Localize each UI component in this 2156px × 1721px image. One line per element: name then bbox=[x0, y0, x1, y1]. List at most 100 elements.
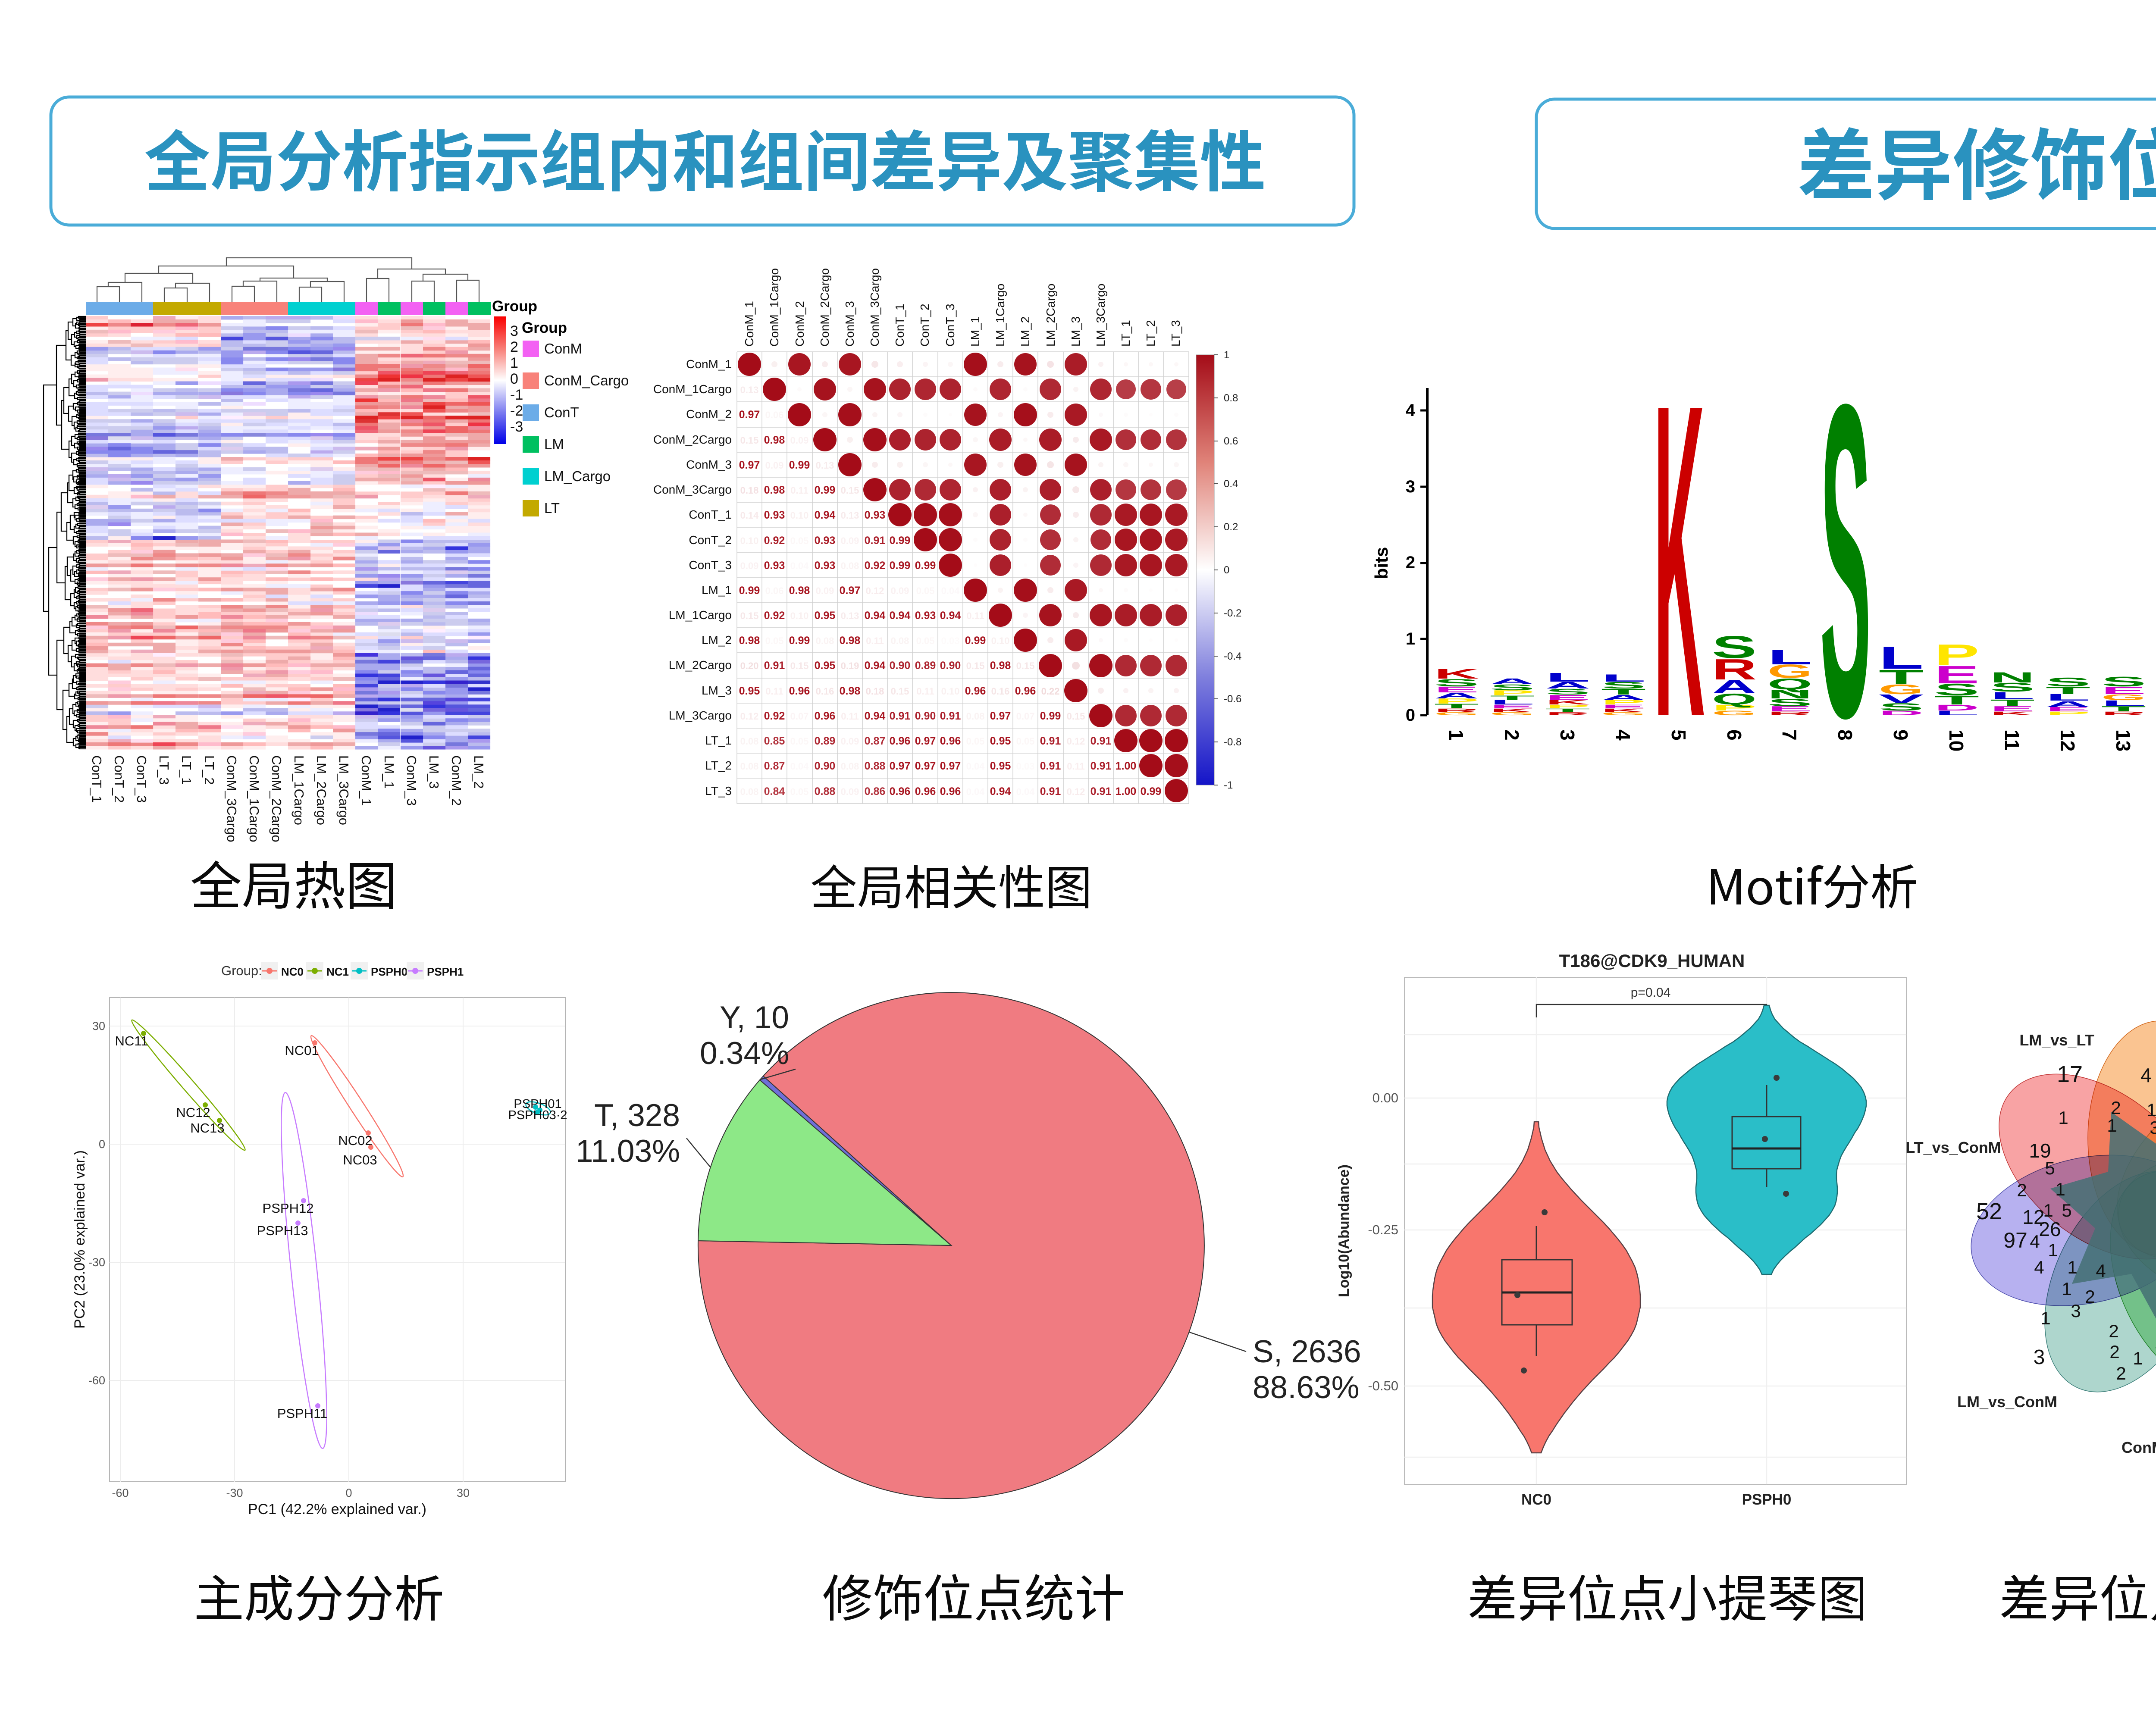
svg-text:0.91: 0.91 bbox=[1040, 760, 1061, 772]
svg-text:LT_3: LT_3 bbox=[157, 755, 172, 785]
svg-text:-0.2: -0.2 bbox=[1224, 607, 1241, 619]
svg-text:LM_1: LM_1 bbox=[702, 583, 732, 597]
svg-text:0.98: 0.98 bbox=[990, 660, 1011, 672]
svg-text:0.91: 0.91 bbox=[890, 710, 911, 722]
svg-text:P: P bbox=[1545, 704, 1590, 710]
svg-text:0.09: 0.09 bbox=[765, 460, 784, 471]
svg-text:2: 2 bbox=[510, 339, 518, 355]
svg-text:G: G bbox=[2101, 693, 2146, 702]
svg-text:K: K bbox=[1601, 707, 1648, 713]
svg-text:0.91: 0.91 bbox=[940, 710, 961, 722]
svg-text:0.92: 0.92 bbox=[764, 710, 785, 722]
svg-text:0.99: 0.99 bbox=[739, 585, 760, 597]
svg-text:0.15: 0.15 bbox=[740, 610, 759, 621]
svg-text:P: P bbox=[1934, 638, 1979, 671]
svg-text:0.14: 0.14 bbox=[740, 510, 759, 521]
svg-text:0.89: 0.89 bbox=[815, 735, 836, 747]
svg-text:0.04: 0.04 bbox=[966, 761, 985, 772]
svg-text:-0.50: -0.50 bbox=[1368, 1378, 1398, 1393]
svg-text:ConM_3Cargo: ConM_3Cargo bbox=[653, 483, 732, 496]
svg-text:0.96: 0.96 bbox=[940, 785, 961, 798]
svg-text:0.11: 0.11 bbox=[841, 711, 859, 722]
svg-text:0.91: 0.91 bbox=[1040, 735, 1061, 747]
svg-text:0: 0 bbox=[99, 1138, 105, 1151]
svg-text:0.97: 0.97 bbox=[940, 760, 961, 772]
svg-text:8: 8 bbox=[1834, 729, 1856, 741]
svg-text:0.96: 0.96 bbox=[940, 735, 961, 747]
svg-text:ConM_Cargo: ConM_Cargo bbox=[544, 372, 629, 388]
svg-text:0.90: 0.90 bbox=[815, 760, 836, 772]
svg-text:LM_1Cargo: LM_1Cargo bbox=[291, 755, 307, 825]
svg-text:A: A bbox=[1434, 692, 1480, 701]
svg-text:0.08: 0.08 bbox=[966, 711, 985, 722]
svg-text:0.08: 0.08 bbox=[816, 635, 834, 646]
svg-text:0.98: 0.98 bbox=[789, 585, 810, 597]
svg-text:S: S bbox=[2046, 676, 2090, 689]
svg-text:0.98: 0.98 bbox=[840, 635, 861, 647]
svg-text:0.92: 0.92 bbox=[764, 535, 785, 547]
svg-text:ConT_2: ConT_2 bbox=[112, 755, 127, 803]
svg-text:S: S bbox=[1990, 681, 2035, 695]
svg-text:LM_3Cargo: LM_3Cargo bbox=[669, 709, 732, 722]
svg-text:A: A bbox=[1601, 694, 1646, 702]
svg-text:L: L bbox=[2046, 692, 2090, 703]
svg-text:0.12: 0.12 bbox=[1067, 786, 1085, 797]
svg-text:0.04: 0.04 bbox=[966, 786, 985, 797]
svg-text:bits: bits bbox=[1371, 547, 1391, 579]
svg-text:R: R bbox=[1545, 712, 1595, 717]
svg-text:4: 4 bbox=[1406, 401, 1416, 420]
svg-text:0.10: 0.10 bbox=[740, 535, 759, 546]
svg-text:0.05: 0.05 bbox=[765, 635, 784, 646]
svg-text:S: S bbox=[2101, 674, 2146, 689]
svg-text:0.11: 0.11 bbox=[1067, 761, 1085, 772]
svg-text:4: 4 bbox=[2030, 1231, 2040, 1252]
svg-text:0.11: 0.11 bbox=[790, 485, 808, 496]
svg-text:0.06: 0.06 bbox=[765, 585, 784, 596]
svg-text:0.99: 0.99 bbox=[1141, 785, 1162, 798]
svg-text:1: 1 bbox=[2058, 1108, 2068, 1128]
svg-text:0.05: 0.05 bbox=[916, 585, 935, 596]
svg-text:2: 2 bbox=[2116, 1363, 2126, 1383]
svg-text:T: T bbox=[1990, 698, 2037, 708]
svg-text:0.93: 0.93 bbox=[764, 509, 785, 521]
svg-text:1: 1 bbox=[2062, 1279, 2071, 1299]
svg-text:0.09: 0.09 bbox=[740, 560, 759, 571]
svg-text:LT_3: LT_3 bbox=[1169, 320, 1182, 347]
svg-text:0.96: 0.96 bbox=[915, 785, 936, 798]
svg-text:ConM_3Cargo: ConM_3Cargo bbox=[868, 268, 881, 347]
svg-text:E: E bbox=[1934, 661, 1979, 689]
svg-text:E: E bbox=[2101, 685, 2146, 697]
svg-text:0.98: 0.98 bbox=[764, 434, 785, 446]
svg-text:2: 2 bbox=[1501, 729, 1523, 741]
svg-text:ConM_2Cargo: ConM_2Cargo bbox=[653, 433, 732, 446]
svg-text:NC11: NC11 bbox=[115, 1033, 148, 1048]
svg-text:0.95: 0.95 bbox=[815, 610, 836, 622]
svg-text:4: 4 bbox=[2034, 1257, 2044, 1277]
svg-text:S: S bbox=[1820, 312, 1871, 810]
svg-text:0.11: 0.11 bbox=[966, 610, 984, 621]
svg-text:0.08: 0.08 bbox=[841, 761, 859, 772]
svg-text:0: 0 bbox=[345, 1486, 352, 1499]
svg-text:1: 1 bbox=[2055, 1179, 2065, 1199]
svg-text:0.96: 0.96 bbox=[1015, 685, 1036, 697]
svg-text:LM_3: LM_3 bbox=[1069, 316, 1082, 347]
svg-text:LT: LT bbox=[544, 500, 560, 516]
svg-text:0.08: 0.08 bbox=[841, 560, 859, 571]
svg-text:1: 1 bbox=[2147, 1100, 2156, 1120]
svg-text:0.04: 0.04 bbox=[790, 761, 809, 772]
svg-text:6: 6 bbox=[1723, 729, 1745, 741]
svg-text:0.98: 0.98 bbox=[739, 635, 760, 647]
svg-text:E: E bbox=[1545, 694, 1590, 702]
svg-text:NC1: NC1 bbox=[326, 965, 349, 978]
svg-text:0.08: 0.08 bbox=[740, 736, 759, 747]
svg-text:0.84: 0.84 bbox=[764, 785, 785, 798]
svg-text:NC03: NC03 bbox=[343, 1152, 377, 1167]
svg-text:-1: -1 bbox=[1224, 779, 1233, 791]
svg-text:NC12: NC12 bbox=[176, 1105, 210, 1120]
svg-text:NC0: NC0 bbox=[1521, 1491, 1551, 1508]
svg-text:LM_2: LM_2 bbox=[1018, 316, 1032, 347]
svg-text:R: R bbox=[2101, 710, 2148, 717]
svg-text:0.15: 0.15 bbox=[966, 660, 985, 671]
svg-text:3: 3 bbox=[510, 323, 518, 339]
svg-text:0.99: 0.99 bbox=[815, 484, 836, 496]
